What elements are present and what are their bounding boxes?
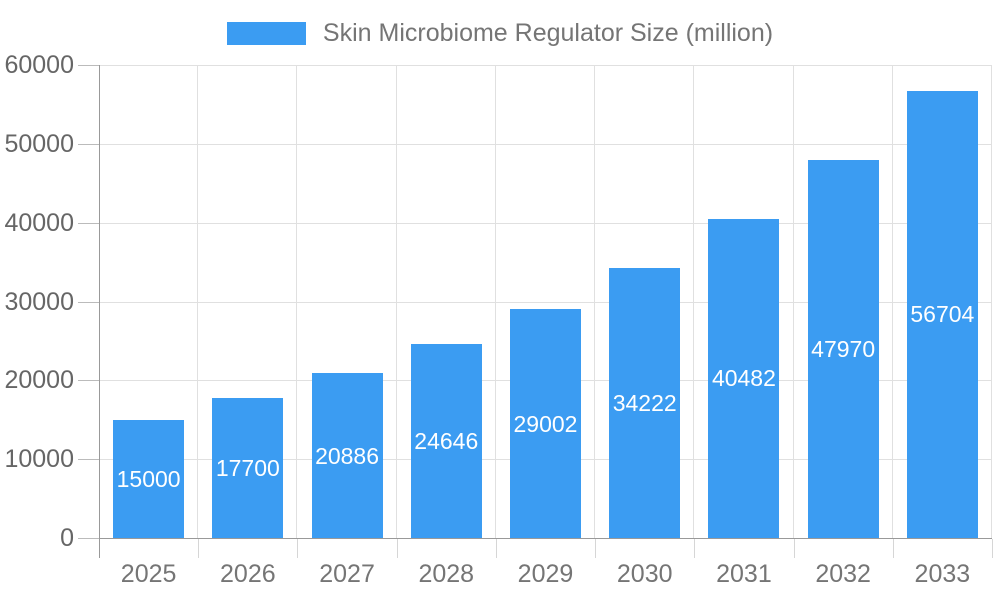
- legend-item[interactable]: Skin Microbiome Regulator Size (million): [0, 18, 1000, 48]
- x-axis-tick: [595, 539, 597, 558]
- y-axis-label: 50000: [4, 129, 74, 158]
- x-axis-label-2031: 2031: [716, 560, 772, 588]
- gridline-horizontal: [99, 143, 992, 145]
- bar-cell-2033: 56704: [893, 65, 992, 538]
- x-axis-tick: [892, 539, 894, 558]
- x-axis-label-2030: 2030: [616, 560, 673, 588]
- bar-cell-2028: 24646: [397, 65, 496, 538]
- gridline-vertical: [594, 65, 596, 538]
- bar-value-label: 17700: [215, 455, 280, 482]
- x-axis-tick: [495, 539, 497, 558]
- bars-container: 15000 17700 20886 24646 29002 34222 40482 47970…: [99, 65, 992, 538]
- gridline-vertical: [693, 65, 695, 538]
- x-axis-tick: [793, 539, 795, 558]
- gridline-vertical: [792, 65, 794, 538]
- bar-cell-2032: 47970: [794, 65, 893, 538]
- y-axis-tick: [78, 301, 99, 303]
- x-axis-label-2033: 2033: [914, 560, 971, 588]
- x-axis-tick: [396, 539, 398, 558]
- x-axis-label-2025: 2025: [120, 560, 177, 588]
- bar-2025[interactable]: 15000: [113, 419, 185, 538]
- bar-2027[interactable]: 20886: [311, 373, 383, 538]
- bar-2033[interactable]: 56704: [906, 90, 978, 538]
- gridline-vertical: [296, 65, 298, 538]
- gridline-horizontal: [99, 301, 992, 303]
- y-axis-tick: [78, 222, 99, 224]
- gridline-vertical: [991, 65, 992, 538]
- bar-cell-2031: 40482: [694, 65, 793, 538]
- bar-2026[interactable]: 17700: [212, 398, 284, 538]
- bar-value-label: 15000: [116, 465, 181, 492]
- gridline-vertical: [197, 65, 199, 538]
- bar-cell-2029: 29002: [496, 65, 595, 538]
- y-axis-label: 0: [60, 524, 74, 552]
- bar-value-label: 29002: [513, 410, 578, 437]
- y-axis-label: 20000: [4, 366, 74, 395]
- bar-2028[interactable]: 24646: [410, 343, 482, 538]
- gridline-horizontal: [99, 222, 992, 224]
- y-axis-tick: [78, 459, 99, 461]
- bar-cell-2025: 15000: [99, 65, 198, 538]
- bar-value-label: 24646: [414, 427, 479, 454]
- x-axis-label-2026: 2026: [220, 560, 276, 588]
- bar-2031[interactable]: 40482: [708, 218, 780, 538]
- bar-2030[interactable]: 34222: [609, 268, 681, 538]
- y-axis-label: 10000: [4, 445, 74, 474]
- y-axis-tick: [78, 380, 99, 382]
- x-axis-label-2027: 2027: [319, 560, 375, 588]
- bar-2029[interactable]: 29002: [510, 309, 581, 538]
- y-axis-line: [99, 65, 100, 558]
- y-axis-tick: [78, 143, 99, 145]
- bar-cell-2026: 17700: [198, 65, 297, 538]
- y-axis-tick: [78, 538, 99, 539]
- x-axis-tick: [198, 539, 200, 558]
- bar-value-label: 40482: [711, 365, 776, 392]
- plot-area: 15000 17700 20886 24646 29002 34222 40482 47970…: [99, 65, 992, 538]
- x-axis-tick: [694, 539, 696, 558]
- legend-swatch: [226, 21, 306, 45]
- bar-value-label: 56704: [910, 301, 975, 328]
- y-axis-label: 60000: [4, 51, 74, 79]
- bar-cell-2027: 20886: [297, 65, 396, 538]
- x-axis-line: [99, 538, 992, 539]
- x-axis-label-2029: 2029: [517, 560, 574, 588]
- x-axis-tick: [992, 539, 993, 558]
- bar-cell-2030: 34222: [595, 65, 694, 538]
- gridline-vertical: [494, 65, 496, 538]
- y-axis-label: 40000: [4, 208, 74, 237]
- x-axis-label-2032: 2032: [815, 560, 871, 588]
- gridline-horizontal: [99, 65, 992, 66]
- y-axis-tick: [78, 65, 99, 66]
- x-axis-labels: 2025 2026 2027 2028 2029 2030 2031 2032 2033: [99, 558, 992, 590]
- x-axis-tick: [297, 539, 299, 558]
- y-axis-label: 30000: [4, 287, 74, 316]
- gridline-vertical: [395, 65, 397, 538]
- legend-label: Skin Microbiome Regulator Size (million): [322, 19, 774, 47]
- bar-value-label: 34222: [612, 390, 677, 417]
- x-axis-label-2028: 2028: [418, 560, 475, 588]
- gridline-vertical: [891, 65, 893, 538]
- bar-2032[interactable]: 47970: [807, 159, 879, 538]
- bar-value-label: 47970: [811, 335, 876, 362]
- bar-value-label: 20886: [315, 442, 380, 469]
